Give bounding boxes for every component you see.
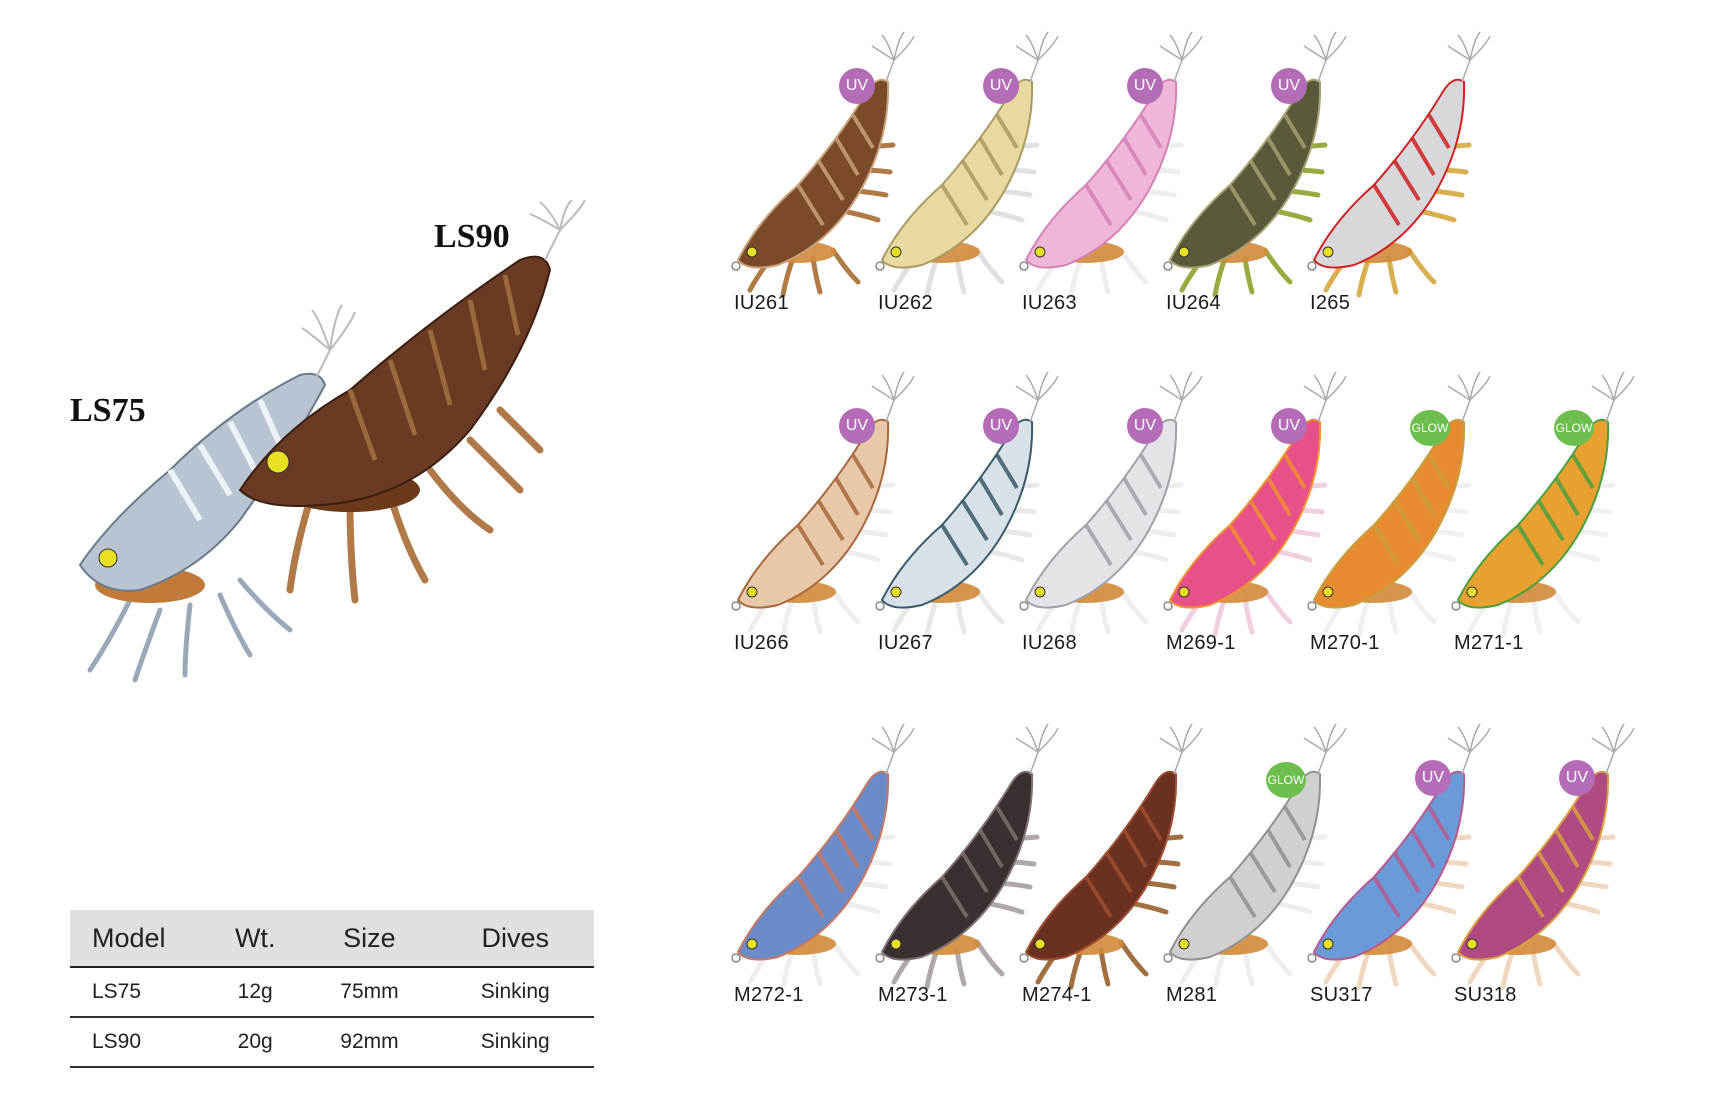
lure-item: GLOW M281 bbox=[1160, 712, 1347, 1012]
ls75-label: LS75 bbox=[70, 392, 146, 429]
glow-badge: GLOW bbox=[1410, 410, 1450, 446]
lure-code: IU262 bbox=[878, 292, 933, 314]
cell-model: LS75 bbox=[70, 967, 208, 1018]
uv-badge: UV bbox=[1559, 760, 1595, 796]
lure-image bbox=[1451, 371, 1635, 638]
lure-item: UV IU264 bbox=[1160, 20, 1347, 320]
header-model: Model bbox=[70, 910, 208, 968]
lure-code: M273-1 bbox=[878, 984, 948, 1006]
header-size: Size bbox=[302, 910, 437, 968]
lure-code: SU318 bbox=[1454, 984, 1517, 1006]
lure-code: M272-1 bbox=[734, 984, 804, 1006]
lure-code: M270-1 bbox=[1310, 632, 1380, 654]
ls75-lure-image bbox=[78, 304, 356, 683]
lure-image bbox=[731, 371, 915, 638]
cell-model: LS90 bbox=[70, 1017, 208, 1068]
ls90-label: LS90 bbox=[434, 218, 510, 255]
lure-image bbox=[731, 723, 915, 990]
lure-image bbox=[1019, 723, 1203, 990]
glow-badge: GLOW bbox=[1554, 410, 1594, 446]
uv-badge: UV bbox=[1127, 68, 1163, 104]
table-row: LS75 12g 75mm Sinking bbox=[70, 967, 594, 1018]
lure-image bbox=[875, 723, 1059, 990]
lure-image bbox=[1163, 371, 1347, 638]
lure-code: IU266 bbox=[734, 632, 789, 654]
lure-image bbox=[1163, 31, 1347, 298]
lure-item: UV SU317 bbox=[1304, 712, 1491, 1012]
glow-badge: GLOW bbox=[1266, 762, 1306, 798]
lure-item: UV M269-1 bbox=[1160, 360, 1347, 660]
uv-badge: UV bbox=[1415, 760, 1451, 796]
cell-dives: Sinking bbox=[436, 1017, 594, 1068]
lure-image bbox=[875, 31, 1059, 298]
lure-item: M272-1 bbox=[728, 712, 915, 1012]
lure-code: SU317 bbox=[1310, 984, 1373, 1006]
lure-image bbox=[1307, 723, 1491, 990]
lure-image bbox=[1019, 371, 1203, 638]
uv-badge: UV bbox=[1271, 408, 1307, 444]
cell-size: 75mm bbox=[302, 967, 437, 1018]
header-weight: Wt. bbox=[208, 910, 303, 968]
uv-badge: UV bbox=[1127, 408, 1163, 444]
lure-code: IU261 bbox=[734, 292, 789, 314]
header-dives: Dives bbox=[436, 910, 594, 968]
lure-item: M273-1 bbox=[872, 712, 1059, 1012]
spec-table: Model Wt. Size Dives LS75 12g 75mm Sinki… bbox=[70, 910, 594, 1068]
lure-item: UV SU318 bbox=[1448, 712, 1635, 1012]
lure-item: GLOW M270-1 bbox=[1304, 360, 1491, 660]
lure-item: UV IU262 bbox=[872, 20, 1059, 320]
lure-code: M269-1 bbox=[1166, 632, 1236, 654]
hero-lures-illustration bbox=[78, 200, 586, 683]
uv-badge: UV bbox=[983, 68, 1019, 104]
lure-image bbox=[1451, 723, 1635, 990]
lure-image bbox=[1163, 723, 1347, 990]
lure-image bbox=[875, 371, 1059, 638]
ls90-lure-image bbox=[238, 200, 586, 604]
lure-image bbox=[1307, 31, 1491, 298]
lure-item: I265 bbox=[1304, 20, 1491, 320]
lure-code: IU268 bbox=[1022, 632, 1077, 654]
lure-image bbox=[731, 31, 915, 298]
uv-badge: UV bbox=[839, 68, 875, 104]
lure-code: IU263 bbox=[1022, 292, 1077, 314]
lure-item: UV IU268 bbox=[1016, 360, 1203, 660]
table-row: LS90 20g 92mm Sinking bbox=[70, 1017, 594, 1068]
lure-code: I265 bbox=[1310, 292, 1351, 314]
lure-image bbox=[1307, 371, 1491, 638]
lure-item: UV IU267 bbox=[872, 360, 1059, 660]
lure-item: UV IU263 bbox=[1016, 20, 1203, 320]
uv-badge: UV bbox=[1271, 68, 1307, 104]
lure-code: M281 bbox=[1166, 984, 1218, 1006]
lure-code: M271-1 bbox=[1454, 632, 1524, 654]
cell-weight: 12g bbox=[208, 967, 303, 1018]
uv-badge: UV bbox=[983, 408, 1019, 444]
lure-code: IU267 bbox=[878, 632, 933, 654]
lure-item: M274-1 bbox=[1016, 712, 1203, 1012]
lure-code: IU264 bbox=[1166, 292, 1221, 314]
lure-image bbox=[1019, 31, 1203, 298]
spec-table-header: Model Wt. Size Dives bbox=[70, 910, 594, 968]
uv-badge: UV bbox=[839, 408, 875, 444]
lure-item: GLOW M271-1 bbox=[1448, 360, 1635, 660]
lure-code: M274-1 bbox=[1022, 984, 1092, 1006]
lure-item: UV IU266 bbox=[728, 360, 915, 660]
lure-item: UV IU261 bbox=[728, 20, 915, 320]
cell-dives: Sinking bbox=[436, 967, 594, 1018]
cell-weight: 20g bbox=[208, 1017, 303, 1068]
cell-size: 92mm bbox=[302, 1017, 437, 1068]
